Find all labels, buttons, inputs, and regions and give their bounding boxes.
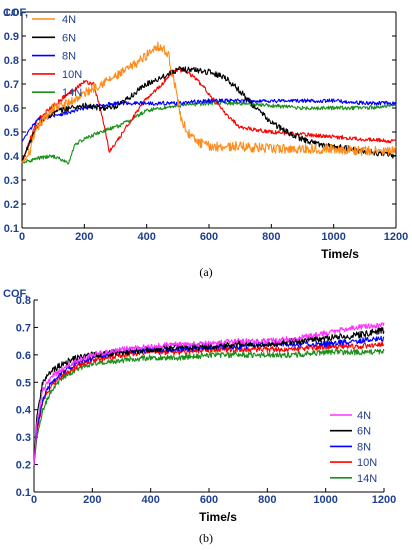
y-axis-title: COF, xyxy=(3,7,28,19)
legend-label: 4N xyxy=(62,14,76,26)
y-tick-label: 0.5 xyxy=(16,377,31,389)
x-tick-label: 600 xyxy=(200,494,218,506)
y-tick-label: 0.5 xyxy=(4,127,19,139)
legend: 4N 6N 8N 10N 14N xyxy=(330,410,377,485)
y-tick-label: 0.7 xyxy=(4,79,19,91)
x-tick-label: 0 xyxy=(19,231,25,243)
legend-label: 6N xyxy=(357,426,371,438)
x-tick-label: 600 xyxy=(200,231,218,243)
y-tick-label: 0.2 xyxy=(16,460,31,472)
legend-label: 8N xyxy=(357,441,371,453)
y-tick-label: 0.3 xyxy=(16,432,31,444)
x-tick-label: 400 xyxy=(137,231,155,243)
y-axis-title: COF, xyxy=(3,288,28,300)
legend-label: 14N xyxy=(62,87,82,99)
y-tick-label: 1.0 xyxy=(4,7,19,19)
x-tick-label: 1000 xyxy=(321,231,345,243)
x-tick-label: 0 xyxy=(31,494,37,506)
y-tick-label: 0.6 xyxy=(16,350,31,362)
y-tick-label: 0.4 xyxy=(16,405,32,417)
legend: 4N 6N 8N 10N 14N xyxy=(32,14,82,99)
legend-label: 14N xyxy=(357,473,377,485)
legend-label: 6N xyxy=(62,32,76,44)
series-line-10n xyxy=(21,67,397,164)
x-tick-label: 800 xyxy=(258,494,276,506)
y-tick-label: 0.8 xyxy=(4,55,19,67)
chart-panel-b: 0.1 0.2 0.3 0.4 0.5 0.6 0.7 0.8 0 200 400 600 800 100… xyxy=(3,288,396,545)
y-tick-label: 0.1 xyxy=(16,487,31,499)
series-lines xyxy=(21,41,397,165)
panel-label: (b) xyxy=(199,531,213,545)
series-line-4n xyxy=(33,322,385,466)
series-line-8n xyxy=(21,98,397,142)
x-tick-label: 1200 xyxy=(384,231,408,243)
legend-label: 10N xyxy=(357,457,377,469)
x-axis-title: Time/s xyxy=(321,247,359,261)
x-tick-label: 800 xyxy=(262,231,280,243)
y-tick-label: 0.4 xyxy=(4,151,20,163)
x-tick-label: 200 xyxy=(83,494,101,506)
legend-label: 8N xyxy=(62,51,76,63)
x-tick-label: 400 xyxy=(141,494,159,506)
y-tick-label: 0.6 xyxy=(4,103,19,115)
y-tick-label: 0.1 xyxy=(4,223,19,235)
y-tick-label: 0.9 xyxy=(4,31,19,43)
y-tick-label: 0.7 xyxy=(16,322,31,334)
panel-label: (a) xyxy=(199,265,212,279)
y-tick-label: 0.2 xyxy=(4,199,19,211)
series-line-14n xyxy=(33,348,385,466)
x-tick-label: 1000 xyxy=(313,494,337,506)
x-tick-label: 200 xyxy=(75,231,93,243)
legend-label: 10N xyxy=(62,69,82,81)
series-line-6n xyxy=(33,326,385,466)
series-line-4n xyxy=(21,41,397,163)
x-tick-label: 1200 xyxy=(372,494,396,506)
legend-label: 4N xyxy=(357,410,371,422)
x-axis-title: Time/s xyxy=(199,510,237,524)
y-tick-label: 0.3 xyxy=(4,175,19,187)
series-lines xyxy=(33,322,385,466)
chart-panel-a: 0.1 0.2 0.3 0.4 0.5 0.6 0.7 0.8 0.9 1.0 0 200 400 600… xyxy=(3,7,408,279)
y-tick-label: 0.8 xyxy=(16,295,31,307)
